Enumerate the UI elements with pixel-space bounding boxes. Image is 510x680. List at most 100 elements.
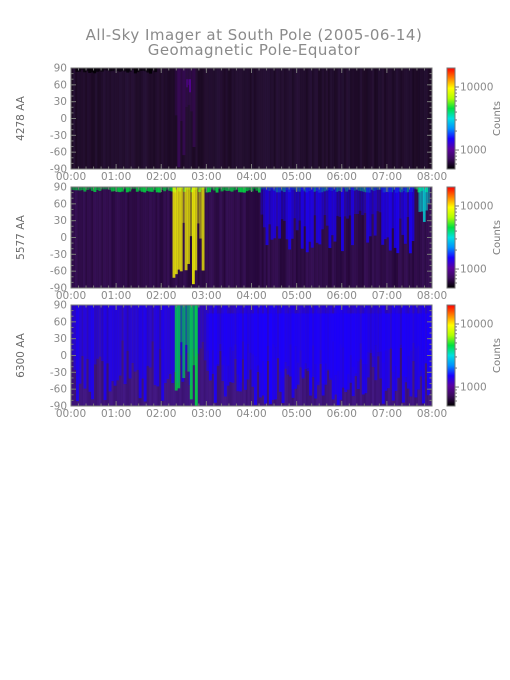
heatmap-feature-strand [257,187,261,193]
heatmap-feature-strand [73,305,77,370]
heatmap-feature-strand [190,68,193,112]
heatmap-column [141,68,144,169]
heatmap-feature-strand [341,305,345,388]
heatmap-column [343,187,347,288]
heatmap-column [121,68,124,169]
heatmap-feature-strand [255,187,259,191]
heatmap-column [405,68,409,169]
heatmap-feature-strand [260,187,264,190]
heatmap-column [161,68,164,169]
x-tick-label: 04:00 [236,408,266,420]
panel-wavelength-label: 6300 AA [15,332,27,378]
heatmap-column [281,68,284,169]
heatmap-feature-strand [369,313,373,354]
heatmap-feature-strand [379,305,383,379]
heatmap-column [245,187,247,288]
heatmap-column [225,187,228,288]
heatmap-column [391,187,395,288]
heatmap-feature-strand [241,305,245,342]
heatmap-column [323,68,327,169]
heatmap-feature-strand [128,187,132,192]
heatmap-feature-strand [179,305,183,343]
heatmap-column [335,187,339,288]
heatmap-column [145,68,148,169]
x-tick-label: 07:00 [372,171,402,183]
heatmap-feature-strand [373,187,377,236]
heatmap-feature-strand [337,187,341,191]
heatmap-feature-strand [91,305,94,400]
heatmap-column [223,187,225,288]
heatmap-feature-strand [155,187,159,193]
heatmap-column [295,68,298,169]
heatmap-feature-strand [78,305,82,384]
heatmap-column [263,187,266,288]
y-tick-label: 90 [54,63,67,75]
x-tick-label: 05:00 [281,290,311,302]
heatmap-feature-strand [396,313,400,378]
heatmap-feature-strand [346,313,350,390]
heatmap-feature-strand [194,187,198,271]
heatmap-column [358,68,360,169]
heatmap-column [139,68,142,169]
colorbar [447,305,455,406]
heatmap-column [331,187,335,288]
heatmap-column [313,187,316,288]
heatmap-column [117,68,120,169]
heatmap-column [325,68,329,169]
heatmap-column [121,187,124,288]
heatmap-column [275,187,278,288]
heatmap-feature-strand [398,187,402,219]
heatmap-feature-strand [86,305,89,360]
heatmap-feature-strand [401,187,405,235]
heatmap-feature-strand [274,313,277,348]
heatmap-column [417,68,421,169]
heatmap-column [109,68,112,169]
heatmap-feature-strand [266,305,270,362]
heatmap-column [269,68,272,169]
heatmap-column [275,68,278,169]
heatmap-column [79,187,82,288]
heatmap-column [151,187,154,288]
heatmap-column [151,68,154,169]
heatmap-feature-strand [149,68,153,74]
heatmap-column [347,68,351,169]
y-tick-label: -90 [50,164,67,176]
heatmap-feature-strand [201,305,205,342]
y-tick-label: -90 [50,401,67,413]
heatmap-column [169,187,171,288]
heatmap-feature-strand [230,187,234,192]
heatmap-column [83,187,86,288]
heatmap-feature-strand [251,313,255,387]
heatmap-column [254,187,256,288]
heatmap-feature-strand [240,187,244,193]
heatmap-column [81,305,84,406]
x-tick-label: 06:00 [327,290,357,302]
heatmap-column [397,68,401,169]
heatmap-feature-strand [177,68,181,168]
heatmap-column [385,68,389,169]
heatmap-feature-strand [383,187,387,240]
heatmap-feature-strand [156,305,160,387]
heatmap-feature-strand [279,313,282,392]
heatmap-column [401,68,405,169]
heatmap-column [385,187,389,288]
heatmap-feature-strand [100,187,104,190]
colorbar-tick-label: 1000 [460,145,487,157]
heatmap-column [99,187,102,288]
heatmap-feature-strand [389,305,393,349]
heatmap-column [243,187,246,288]
heatmap-column [211,187,214,288]
heatmap-column [399,187,403,288]
heatmap-column [207,187,210,288]
heatmap-column [423,68,427,169]
x-tick-label: 02:00 [146,408,176,420]
heatmap-feature-strand [420,187,424,212]
y-tick-label: 0 [60,350,67,362]
heatmap-column [153,187,156,288]
heatmap-feature-strand [75,187,79,191]
heatmap-feature-strand [379,313,383,352]
heatmap-column [167,68,169,169]
heatmap-column [265,68,268,169]
heatmap-feature-strand [163,187,167,192]
y-tick-label: -60 [50,147,67,159]
